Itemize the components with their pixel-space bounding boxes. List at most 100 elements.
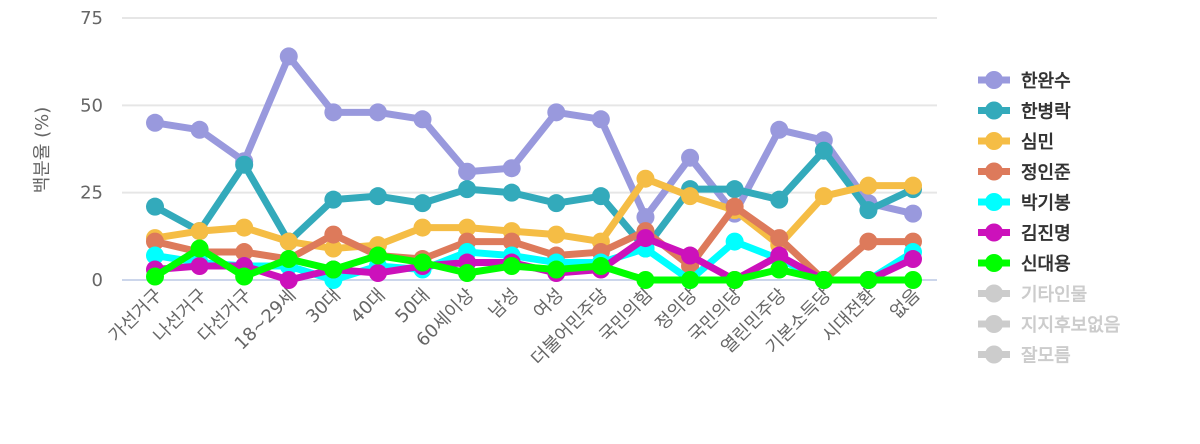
series-심민[interactable] [146,169,922,258]
data-point[interactable] [770,260,789,279]
data-point[interactable] [591,187,610,206]
data-point[interactable] [814,271,833,289]
data-point[interactable] [146,246,164,265]
legend-item[interactable]: 한병락 [978,101,1071,123]
series-신대용[interactable] [146,239,922,289]
series-한병락[interactable] [146,141,922,258]
data-point[interactable] [725,271,744,289]
data-point[interactable] [681,271,700,289]
data-point[interactable] [458,180,477,199]
data-point[interactable] [458,162,477,181]
data-point[interactable] [636,271,655,289]
legend-label: 기타인물 [1021,285,1087,306]
data-point[interactable] [413,194,432,213]
x-tick-label: 40대 [347,285,390,328]
data-point[interactable] [413,110,432,129]
data-point[interactable] [190,257,209,276]
data-point[interactable] [279,250,298,269]
legend-label: 김진명 [1021,224,1071,245]
data-point[interactable] [547,103,566,122]
data-point[interactable] [636,169,655,188]
data-point[interactable] [636,229,655,248]
data-point[interactable] [190,222,209,241]
series-line [153,147,915,253]
x-tick-label: 여성 [530,285,568,323]
data-point[interactable] [502,159,521,178]
data-point[interactable] [458,264,477,283]
data-point[interactable] [904,204,922,223]
y-tick-label: 50 [80,95,103,116]
data-point[interactable] [279,232,298,251]
data-point[interactable] [368,264,387,283]
data-point[interactable] [235,155,254,174]
data-point[interactable] [547,194,566,213]
data-point[interactable] [146,113,164,132]
data-point[interactable] [859,232,878,251]
legend-marker [985,284,1003,303]
data-point[interactable] [279,271,298,289]
data-point[interactable] [235,243,254,262]
data-point[interactable] [636,208,655,227]
data-point[interactable] [547,225,566,244]
data-point[interactable] [324,260,343,279]
data-point[interactable] [725,232,744,251]
legend-item[interactable]: 한완수 [978,71,1071,92]
data-point[interactable] [190,239,209,258]
legend-item[interactable]: 심민 [978,132,1054,153]
data-point[interactable] [859,201,878,220]
data-point[interactable] [591,110,610,129]
data-point[interactable] [324,103,343,122]
data-point[interactable] [146,197,164,216]
series-group [146,47,922,289]
data-point[interactable] [413,218,432,237]
data-point[interactable] [904,176,922,195]
data-point[interactable] [368,187,387,206]
data-point[interactable] [770,120,789,139]
data-point[interactable] [458,218,477,237]
data-point[interactable] [681,187,700,206]
data-point[interactable] [681,246,700,265]
data-point[interactable] [547,260,566,279]
legend-item[interactable]: 박기봉 [978,193,1071,214]
data-point[interactable] [502,183,521,202]
legend-marker [985,223,1003,242]
legend-item[interactable]: 지지후보없음 [978,315,1120,336]
data-point[interactable] [681,148,700,167]
legend-marker [985,193,1003,211]
data-point[interactable] [770,190,789,209]
data-point[interactable] [235,267,254,286]
data-point[interactable] [725,180,744,199]
data-point[interactable] [235,218,254,237]
data-point[interactable] [502,257,521,276]
data-point[interactable] [904,250,922,269]
legend-item[interactable]: 기타인물 [978,284,1087,306]
data-point[interactable] [904,271,922,289]
data-point[interactable] [279,47,298,66]
data-point[interactable] [591,257,610,276]
legend-item[interactable]: 잘모름 [978,345,1071,367]
legend-item[interactable]: 정인준 [978,162,1071,184]
legend-item[interactable]: 신대용 [978,254,1071,275]
data-point[interactable] [814,187,833,206]
data-point[interactable] [368,246,387,265]
data-point[interactable] [324,239,343,258]
data-point[interactable] [859,176,878,195]
data-point[interactable] [146,267,164,286]
data-point[interactable] [770,229,789,248]
data-point[interactable] [146,232,164,251]
data-point[interactable] [413,253,432,272]
data-point[interactable] [502,232,521,251]
data-point[interactable] [368,103,387,122]
data-point[interactable] [324,190,343,209]
data-point[interactable] [725,197,744,216]
data-point[interactable] [770,246,789,265]
data-point[interactable] [190,120,209,139]
legend-item[interactable]: 김진명 [978,223,1071,245]
data-point[interactable] [859,271,878,289]
legend-label: 신대용 [1021,254,1071,275]
data-point[interactable] [814,141,833,160]
data-point[interactable] [324,225,343,244]
